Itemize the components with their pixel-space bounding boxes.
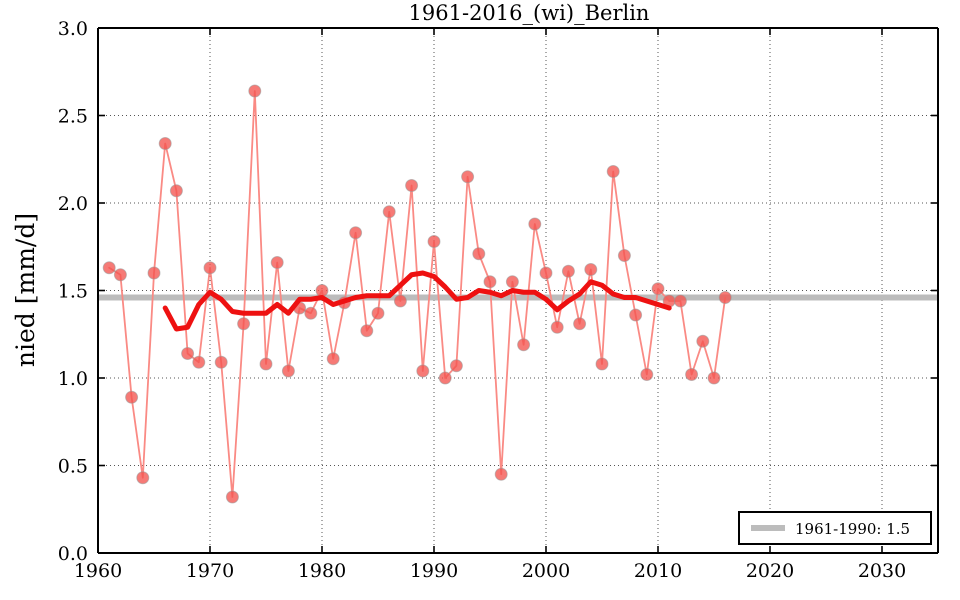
- y-tick-label: 1.0: [58, 368, 88, 390]
- data-point-marker: [517, 338, 531, 352]
- data-point-marker: [550, 320, 564, 334]
- data-point-marker: [169, 184, 183, 198]
- data-point-marker: [181, 347, 195, 360]
- x-tick-label: 2020: [746, 560, 794, 582]
- data-point-marker: [371, 306, 385, 320]
- data-point-marker: [349, 226, 363, 240]
- data-point-marker: [640, 368, 654, 381]
- axis-tick-labels: 0.0 0.5 1.0 1.5 2.0 2.5 3.0 1960 1970 1980 1990 200…: [58, 18, 906, 582]
- data-point-marker: [539, 266, 553, 280]
- x-tick-label: 2010: [634, 560, 682, 582]
- data-point-marker: [113, 268, 127, 282]
- data-point-marker: [427, 235, 441, 248]
- data-point-marker: [573, 317, 587, 331]
- data-point-marker: [360, 324, 374, 338]
- annual-series-markers: [102, 84, 732, 504]
- data-point-marker: [192, 355, 206, 369]
- data-point-marker: [382, 205, 396, 219]
- axis-ticks: [97, 27, 938, 554]
- data-point-marker: [617, 249, 631, 262]
- data-point-marker: [718, 291, 732, 304]
- data-point-marker: [214, 355, 228, 369]
- data-point-marker: [696, 334, 710, 348]
- legend-label-reference-line: 1961-1990: 1.5: [795, 520, 910, 538]
- data-point-marker: [685, 368, 699, 381]
- axes: [97, 27, 939, 554]
- y-axis-label: nied [mm/d]: [11, 213, 40, 367]
- smoothed-series-line: [162, 270, 672, 332]
- data-point-marker: [673, 294, 687, 308]
- x-tick-label: 1990: [410, 560, 458, 582]
- data-point-marker: [449, 359, 463, 373]
- data-point-marker: [438, 371, 452, 385]
- data-point-marker: [416, 364, 430, 378]
- x-tick-label: 1970: [186, 560, 234, 582]
- data-point-marker: [405, 179, 419, 192]
- y-tick-label: 0.0: [58, 543, 88, 565]
- data-point-marker: [461, 170, 475, 184]
- plot-area: [98, 84, 938, 504]
- data-point-marker: [281, 364, 295, 378]
- data-point-marker: [584, 263, 598, 276]
- y-tick-label: 2.5: [58, 106, 88, 128]
- data-point-marker: [158, 137, 172, 150]
- data-point-marker: [494, 467, 508, 481]
- y-tick-label: 1.5: [58, 281, 88, 303]
- y-tick-label: 2.0: [58, 193, 88, 215]
- data-point-marker: [248, 84, 262, 98]
- data-point-marker: [270, 256, 284, 269]
- y-tick-label: 3.0: [58, 18, 88, 40]
- data-point-marker: [483, 275, 497, 289]
- data-point-marker: [147, 266, 161, 280]
- annual-series-line: [108, 90, 727, 498]
- data-point-marker: [606, 165, 620, 178]
- x-tick-label: 2030: [858, 560, 906, 582]
- y-tick-label: 0.5: [58, 456, 88, 478]
- data-point-marker: [203, 261, 217, 275]
- data-point-marker: [595, 357, 609, 371]
- chart-title: 1961-2016_(wi)_Berlin: [409, 1, 650, 25]
- data-point-marker: [629, 308, 643, 322]
- data-point-marker: [561, 264, 575, 278]
- data-point-marker: [393, 294, 407, 308]
- x-tick-label: 2000: [522, 560, 570, 582]
- data-point-marker: [304, 306, 318, 320]
- chart-legend[interactable]: 1961-1990: 1.5: [738, 511, 932, 545]
- data-point-marker: [102, 261, 116, 275]
- data-point-marker: [136, 471, 150, 485]
- data-point-marker: [315, 284, 329, 297]
- data-point-marker: [326, 352, 340, 366]
- x-tick-label: 1980: [298, 560, 346, 582]
- data-point-marker: [651, 282, 665, 296]
- data-point-marker: [125, 390, 139, 404]
- data-point-marker: [707, 371, 721, 385]
- x-tick-label: 1960: [74, 560, 122, 582]
- data-point-marker: [472, 247, 486, 261]
- data-point-marker: [259, 357, 273, 371]
- data-point-marker: [528, 217, 542, 231]
- data-point-marker: [505, 275, 519, 289]
- data-point-marker: [237, 317, 251, 331]
- data-point-marker: [225, 490, 239, 504]
